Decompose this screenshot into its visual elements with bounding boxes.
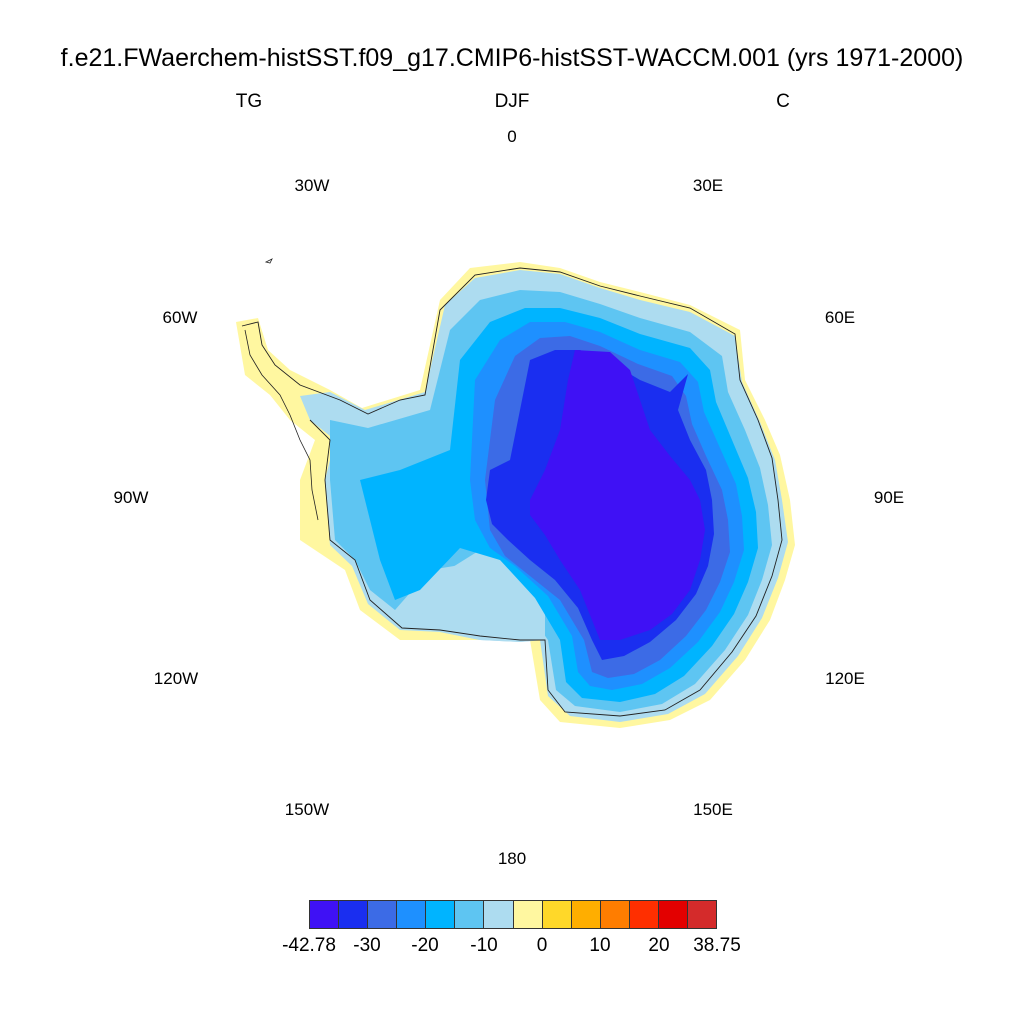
colorbar-swatch (310, 901, 340, 928)
colorbar-label: -10 (470, 935, 498, 956)
longitude-label-60w: 60W (162, 308, 198, 327)
contour-band-minus40 (530, 350, 705, 640)
coastline (241, 267, 783, 717)
colorbar-swatch (542, 901, 572, 928)
longitude-label-30e: 30E (692, 176, 724, 195)
peninsula-coastline (244, 329, 319, 521)
longitude-label-90w: 90W (113, 488, 149, 507)
longitude-label-120e: 120E (825, 669, 865, 688)
colorbar-swatch (688, 901, 717, 928)
longitude-label-150w: 150W (284, 800, 330, 819)
colorbar-swatch (629, 901, 659, 928)
longitude-label-180: 180 (497, 849, 527, 868)
colorbar-swatch (426, 901, 456, 928)
south-orkney-outline (264, 258, 273, 264)
colorbar-label: -42.78 (282, 935, 336, 956)
colorbar (309, 900, 717, 929)
longitude-label-60e: 60E (824, 308, 856, 327)
colorbar-swatch (484, 901, 514, 928)
colorbar-swatch (339, 901, 369, 928)
colorbar-swatch (658, 901, 689, 928)
colorbar-label: 20 (648, 935, 670, 956)
colorbar-swatch (368, 901, 398, 928)
colorbar-swatch (455, 901, 485, 928)
colorbar-label: -30 (353, 935, 381, 956)
longitude-label-150e: 150E (693, 800, 733, 819)
colorbar-label: 10 (589, 935, 611, 956)
colorbar-swatch (600, 901, 630, 928)
colorbar-swatch (513, 901, 543, 928)
colorbar-label: 38.75 (693, 935, 741, 956)
season-label: DJF (494, 91, 530, 112)
longitude-label-120w: 120W (153, 669, 199, 688)
units-label: C (776, 91, 790, 112)
longitude-label-90e: 90E (873, 488, 905, 507)
plot-title: f.e21.FWaerchem-histSST.f09_g17.CMIP6-hi… (60, 44, 964, 72)
longitude-label-0: 0 (507, 127, 517, 146)
colorbar-swatch (397, 901, 427, 928)
colorbar-swatch (571, 901, 601, 928)
colorbar-label: 0 (536, 935, 548, 956)
variable-label: TG (235, 91, 263, 112)
longitude-label-30w: 30W (294, 176, 330, 195)
colorbar-label: -20 (411, 935, 439, 956)
